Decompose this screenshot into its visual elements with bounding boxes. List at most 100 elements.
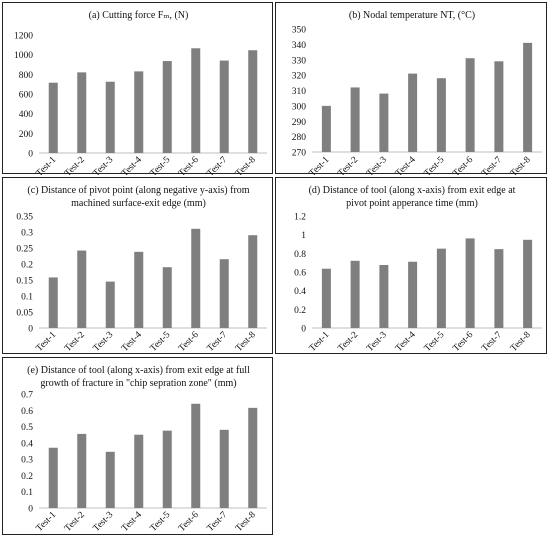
chart-a-bar [248, 50, 258, 153]
chart-b-ytick-label: 350 [292, 26, 307, 36]
chart-d-ytick-label: 0.6 [294, 269, 306, 279]
chart-a-bar [191, 48, 201, 153]
chart-e-bar [219, 429, 229, 508]
chart-d-bar [465, 238, 475, 328]
chart-d-category-label: Test-8 [509, 330, 533, 354]
chart-e-category-label: Test-7 [206, 510, 230, 534]
chart-b-ytick-label: 280 [292, 133, 307, 143]
chart-b-bar [408, 73, 418, 152]
chart-a-title-line-0: (a) Cutting force Fₘ, (N) [89, 10, 189, 21]
chart-d-category-label: Test-2 [336, 330, 360, 354]
chart-c-category-label: Test-5 [149, 330, 173, 354]
chart-c-bar [134, 251, 144, 328]
chart-b-ytick-label: 300 [292, 102, 307, 112]
chart-c-bar [162, 267, 172, 328]
chart-d-category-label: Test-6 [451, 330, 475, 354]
chart-e-category-label: Test-8 [234, 510, 258, 534]
chart-e-category-label: Test-3 [92, 510, 116, 534]
chart-b-bar [379, 93, 389, 152]
chart-b-category-label: Test-8 [509, 155, 533, 175]
chart-c-ytick-label: 0.05 [16, 309, 33, 319]
chart-d-ytick-label: 1.2 [294, 213, 306, 223]
chart-c-category-label: Test-4 [120, 330, 144, 354]
chart-d-category-label: Test-1 [308, 330, 332, 354]
chart-c-title-line-1: machined surface-exit edge (mm) [71, 198, 206, 209]
chart-e-bar [105, 451, 115, 508]
chart-a-ytick-label: 1000 [14, 51, 33, 61]
chart-b-bar [436, 78, 446, 152]
chart-c-ytick-label: 0.1 [21, 293, 33, 303]
chart-d-bar [436, 248, 446, 328]
chart-e-ytick-label: 0.4 [21, 439, 33, 449]
chart-d-bar [350, 260, 360, 328]
chart-b-category-label: Test-5 [423, 155, 447, 175]
chart-a-bar [134, 71, 144, 153]
chart-b-category-label: Test-6 [451, 155, 475, 175]
chart-a-bar [219, 60, 229, 153]
chart-c-ytick-label: 0.35 [16, 213, 33, 223]
chart-b-ytick-label: 270 [292, 149, 307, 159]
chart-c-bar [248, 235, 258, 328]
chart-panel-d: (d) Distance of tool (along x-axis) from… [275, 177, 547, 354]
chart-b-bar [523, 42, 533, 152]
chart-panel-e: (e) Distance of tool (along x-axis) from… [2, 357, 273, 535]
chart-a-ytick-label: 200 [19, 130, 34, 140]
chart-b-bar [350, 87, 360, 152]
chart-c-category-label: Test-1 [35, 330, 59, 354]
chart-a-category-label: Test-2 [63, 155, 87, 175]
chart-e-category-label: Test-2 [63, 510, 87, 534]
chart-b-category-label: Test-2 [336, 155, 360, 175]
chart-b-category-label: Test-3 [365, 155, 389, 175]
chart-a-bar [48, 82, 58, 153]
chart-d-bar [523, 239, 533, 328]
chart-panel-a: (a) Cutting force Fₘ, (N) 0 200 400 600 800 10… [2, 2, 273, 175]
chart-c-bar [191, 228, 201, 328]
chart-a-category-label: Test-5 [149, 155, 173, 175]
chart-d-category-label: Test-7 [480, 330, 504, 354]
chart-d-bar [379, 265, 389, 328]
chart-c-ytick-label: 0.25 [16, 245, 33, 255]
chart-a-category-label: Test-8 [234, 155, 258, 175]
chart-e-ytick-label: 0 [28, 505, 33, 515]
chart-d-bar [494, 249, 504, 328]
chart-c-category-label: Test-6 [177, 330, 201, 354]
chart-c-bar [77, 250, 87, 328]
chart-e-bar [248, 407, 258, 508]
chart-d-bar [408, 261, 418, 328]
chart-a-category-label: Test-4 [120, 155, 144, 175]
chart-a-bar [77, 72, 87, 153]
chart-a-ytick-label: 400 [19, 110, 34, 120]
chart-d-category-label: Test-5 [423, 330, 447, 354]
chart-e-bar [134, 434, 144, 508]
chart-c-category-label: Test-8 [234, 330, 258, 354]
chart-c-bar [219, 259, 229, 328]
chart-b-category-label: Test-4 [394, 155, 418, 175]
chart-e-title-line-0: (e) Distance of tool (along x-axis) from… [27, 365, 250, 376]
chart-e-ytick-label: 0.1 [21, 488, 33, 498]
chart-c-ytick-label: 0.15 [16, 277, 33, 287]
chart-panel-b: (b) Nodal temperature NT, (°C) 270 280 290 3… [275, 2, 547, 175]
chart-e-category-label: Test-5 [149, 510, 173, 534]
chart-c-ytick-label: 0.2 [21, 261, 33, 271]
chart-e-svg: (e) Distance of tool (along x-axis) from… [21, 365, 267, 534]
chart-b-bar [321, 105, 331, 152]
chart-b-bar [494, 61, 504, 152]
chart-b-ytick-label: 320 [292, 72, 307, 82]
chart-d-title-line-0: (d) Distance of tool (along x-axis) from… [309, 185, 516, 196]
chart-d-ytick-label: 0 [301, 325, 306, 335]
chart-c-category-label: Test-2 [63, 330, 87, 354]
chart-a-bar [105, 81, 115, 153]
chart-e-bar [77, 433, 87, 508]
chart-b-ytick-label: 290 [292, 118, 307, 128]
chart-c-category-label: Test-3 [92, 330, 116, 354]
chart-c-svg: (c) Distance of pivot point (along negat… [16, 185, 267, 354]
chart-c-ytick-label: 0.3 [21, 229, 33, 239]
chart-b-category-label: Test-7 [480, 155, 504, 175]
chart-d-ytick-label: 0.4 [294, 287, 306, 297]
chart-e-ytick-label: 0.7 [21, 391, 33, 401]
chart-c-category-label: Test-7 [206, 330, 230, 354]
chart-a-bar [162, 61, 172, 153]
chart-a-ytick-label: 600 [19, 91, 34, 101]
chart-b-ytick-label: 330 [292, 56, 307, 66]
chart-d-category-label: Test-3 [365, 330, 389, 354]
